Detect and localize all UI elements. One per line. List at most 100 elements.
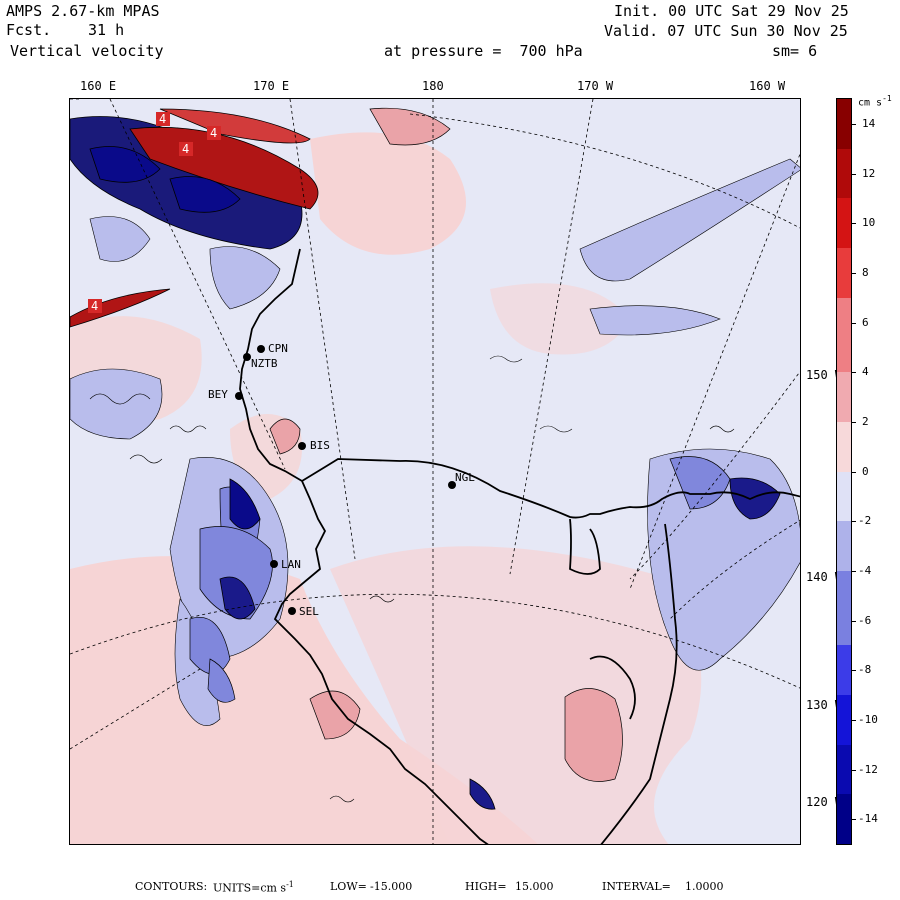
colorbar-tick-label: 8 [862, 265, 869, 279]
station-label-lan: LAN [281, 558, 301, 571]
footer-interval-value: 1.0000 [685, 880, 724, 893]
colorbar-segment [837, 670, 851, 696]
colorbar-tick [851, 223, 856, 225]
colorbar-tick [851, 620, 856, 622]
colorbar-tick [851, 173, 856, 175]
colorbar-segment [837, 546, 851, 572]
positive-medium-field [269, 107, 623, 782]
lon-label-170w: 170 W [577, 79, 614, 93]
contour-label: 4 [210, 126, 218, 140]
footer-contours: CONTOURS: [135, 880, 208, 893]
colorbar-segment [837, 372, 851, 398]
coastline [239, 248, 800, 844]
colorbar-tick [851, 521, 856, 523]
station-label-bey: BEY [208, 388, 228, 401]
colorbar-segment [837, 272, 851, 299]
colorbar-tick [851, 372, 856, 374]
colorbar-segment [837, 521, 851, 547]
station-label-nztb: NZTB [251, 357, 278, 370]
colorbar-segment [837, 819, 851, 845]
colorbar-tick-label: 6 [862, 315, 869, 329]
colorbar-segment [837, 471, 851, 497]
colorbar-segment [837, 570, 851, 597]
colorbar-tick-label: -8 [858, 663, 872, 677]
footer-high-value: 15.000 [515, 880, 554, 893]
colorbar-segment [837, 99, 851, 125]
contour-label-boxes [88, 112, 221, 313]
colorbar-tick-label: -14 [858, 812, 878, 826]
colorbar-tick-label: 0 [862, 464, 869, 478]
colorbar-tick-label: 14 [862, 116, 876, 130]
colorbar-segment [837, 297, 851, 323]
colorbar-tick [851, 819, 856, 821]
station-dot-bis [298, 442, 306, 450]
colorbar-segment [837, 695, 851, 721]
lon-label-170e: 170 E [253, 79, 290, 93]
colorbar-tick-label: -12 [858, 762, 878, 776]
footer-units-base: UNITS=cm s [213, 881, 287, 895]
forecast-hours: 31 h [88, 21, 125, 39]
footer-high-label: HIGH= [465, 880, 507, 893]
pressure-level: at pressure = 700 hPa [384, 42, 583, 60]
colorbar-tick-label: -6 [858, 613, 872, 627]
colorbar-segment [837, 769, 851, 795]
colorbar-tick [851, 322, 856, 324]
colorbar-segment [837, 620, 851, 646]
station-label-bis: BIS [310, 439, 330, 452]
footer-low-label: LOW= [330, 880, 367, 893]
colorbar-segment [837, 719, 851, 746]
colorbar-segment [837, 794, 851, 820]
colorbar-tick-label: -4 [858, 563, 872, 577]
colorbar-segment [837, 148, 851, 174]
colorbar-segment [837, 446, 851, 472]
lon-label-160e: 160 E [80, 79, 117, 93]
station-label-cpn: CPN [268, 342, 288, 355]
colorbar-tick-label: -2 [858, 514, 872, 528]
model-title: AMPS 2.67-km MPAS [6, 2, 160, 20]
station-dot-lan [270, 560, 278, 568]
colorbar-tick-label: 4 [862, 365, 869, 379]
station-dot-nztb [243, 353, 251, 361]
colorbar-segment [837, 496, 851, 522]
colorbar-tick [851, 272, 856, 274]
station-dot-ngl [448, 481, 456, 489]
strong-field [70, 108, 781, 810]
colorbar-tick [851, 123, 856, 125]
contour-label: 4 [159, 112, 167, 126]
lon-label-160w: 160 W [749, 79, 786, 93]
map-plot: 4 4 4 4 CPN NZTB BEY BIS NGL LAN SEL [69, 98, 801, 845]
colorbar-segment [837, 198, 851, 224]
colorbar-segment [837, 322, 851, 348]
colorbar-tick [851, 719, 856, 721]
variable-name: Vertical velocity [10, 42, 164, 60]
valid-time: Valid. 07 UTC Sun 30 Nov 25 [604, 22, 848, 40]
forecast-label: Fcst. [6, 21, 52, 39]
lon-label-180: 180 [422, 79, 444, 93]
colorbar-segment [837, 123, 851, 150]
colorbar-segment [837, 397, 851, 423]
contour-label: 4 [91, 299, 99, 313]
footer-units: UNITS=cm s-1 [213, 880, 294, 895]
colorbar-tick-label: 2 [862, 414, 869, 428]
footer-units-exp: -1 [286, 880, 294, 889]
colorbar-segment [837, 645, 851, 671]
station-label-sel: SEL [299, 605, 319, 618]
colorbar-units-exp: -1 [882, 94, 892, 103]
colorbar-tick [851, 670, 856, 672]
station-dot-bey [235, 392, 243, 400]
station-label-ngl: NGL [455, 471, 475, 484]
colorbar-tick-label: 12 [862, 166, 876, 180]
colorbar-segment [837, 173, 851, 199]
station-dot-sel [288, 607, 296, 615]
colorbar-segment [837, 248, 851, 274]
colorbar-units: cm s-1 [858, 94, 892, 108]
smoothing: sm= 6 [772, 42, 818, 60]
colorbar-tick-label: -10 [858, 712, 878, 726]
init-time: Init. 00 UTC Sat 29 Nov 25 [614, 2, 849, 20]
colorbar [836, 98, 852, 845]
contour-lines [89, 355, 735, 803]
colorbar-tick [851, 570, 856, 572]
colorbar-tick [851, 421, 856, 423]
colorbar-tick-label: 10 [862, 216, 876, 230]
colorbar-segment [837, 347, 851, 373]
